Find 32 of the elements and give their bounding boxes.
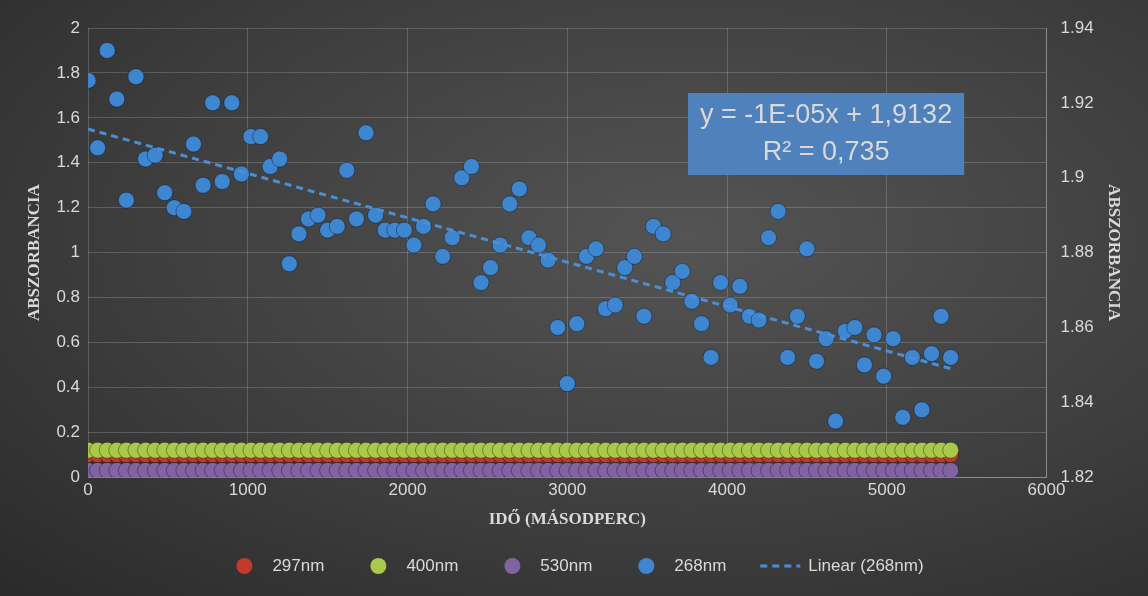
annotation: y = -1E-05x + 1,9132 [699, 98, 953, 129]
x-tick-label: 3000 [548, 480, 587, 500]
legend-label: 400nm [406, 555, 459, 575]
y-tick-label: 0.6 [56, 332, 81, 352]
y-tick-label: 1.4 [56, 152, 81, 172]
y-tick-label: 1.2 [56, 197, 81, 217]
y2-tick-label: 1.84 [1060, 392, 1094, 412]
legend-label: Linear (268nm) [808, 555, 924, 575]
y-tick-label: 1 [70, 242, 81, 262]
legend-label: 268nm [674, 555, 727, 575]
y-tick-label: 1.6 [56, 107, 81, 127]
y2-axis-title: ABSZORBANCIA [1105, 184, 1125, 322]
annotation: R² = 0,735 [762, 135, 890, 166]
y-tick-label: 1.8 [56, 62, 81, 82]
x-tick-label: 4000 [708, 480, 746, 500]
y-axis-title: ABSZORBANCIA [23, 183, 43, 322]
y-tick-label: 0.4 [56, 377, 81, 397]
y-tick-label: 0.8 [56, 287, 81, 307]
y-tick-label: 0 [70, 466, 81, 486]
x-axis-title: IDŐ (MÁSODPERC) [488, 509, 646, 529]
y-tick-label: 0.2 [56, 421, 81, 441]
y-tick-label: 2 [70, 17, 81, 37]
y2-tick-label: 1.9 [1060, 167, 1085, 187]
x-tick-label: 5000 [867, 480, 906, 500]
y2-tick-label: 1.94 [1060, 17, 1094, 37]
legend-label: 530nm [540, 555, 593, 575]
y2-tick-label: 1.88 [1060, 242, 1094, 262]
y2-tick-label: 1.92 [1060, 92, 1094, 112]
x-tick-label: 1000 [228, 480, 267, 500]
legend-label: 297nm [272, 555, 325, 575]
y2-tick-label: 1.86 [1060, 317, 1094, 337]
x-tick-label: 2000 [388, 480, 427, 500]
